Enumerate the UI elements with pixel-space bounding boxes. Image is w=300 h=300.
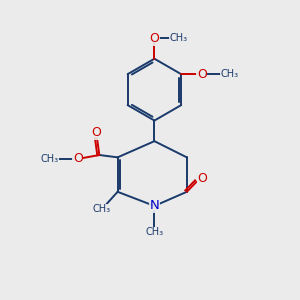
Text: O: O	[92, 126, 101, 139]
Text: O: O	[197, 68, 207, 81]
Text: O: O	[197, 172, 207, 185]
Text: CH₃: CH₃	[221, 69, 239, 79]
Text: CH₃: CH₃	[146, 227, 164, 237]
Text: CH₃: CH₃	[169, 33, 188, 43]
Text: O: O	[73, 152, 83, 165]
Text: CH₃: CH₃	[41, 154, 59, 164]
Text: N: N	[149, 200, 159, 212]
Text: CH₃: CH₃	[92, 205, 110, 214]
Text: O: O	[149, 32, 159, 45]
